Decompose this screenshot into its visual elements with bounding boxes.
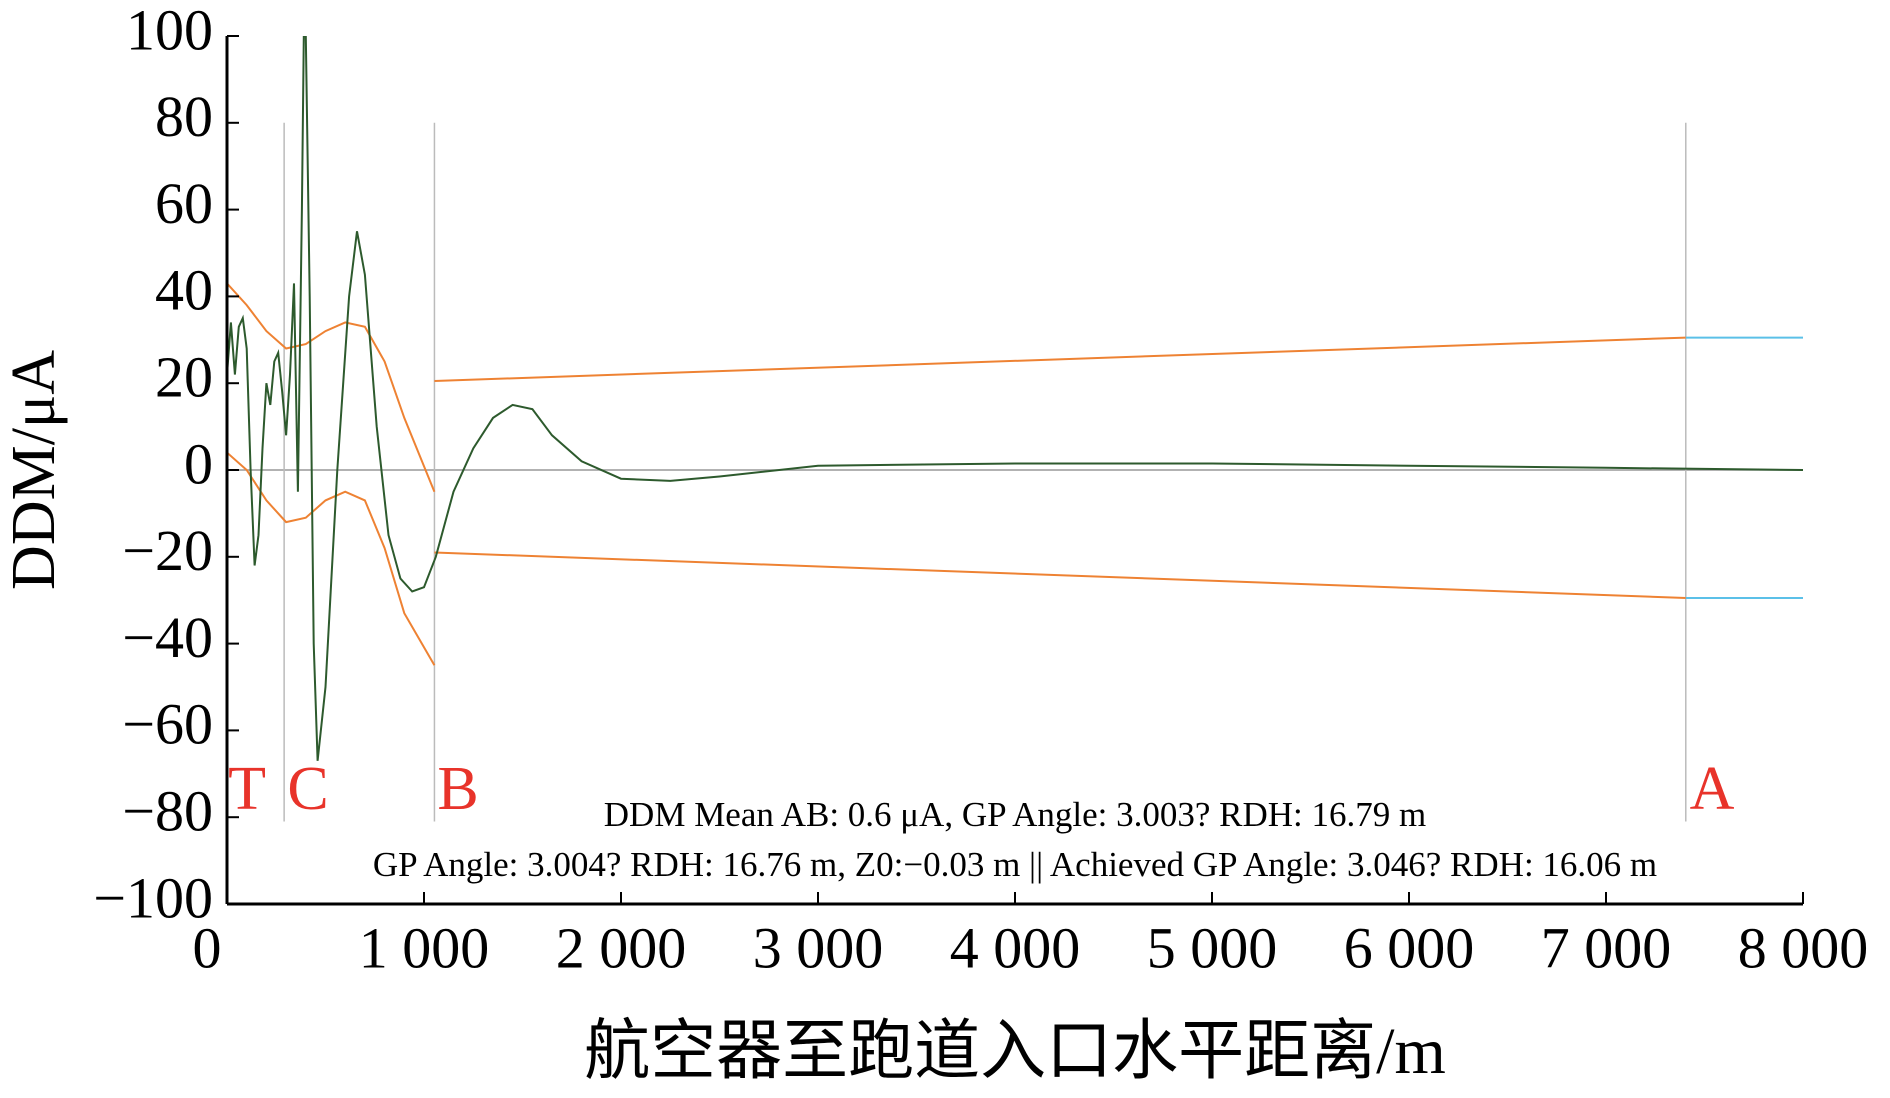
zone-label: A xyxy=(1690,755,1735,823)
x-tick-label: 8 000 xyxy=(1738,915,1869,980)
x-tick-label: 1 000 xyxy=(359,915,490,980)
y-tick-label: 80 xyxy=(155,84,213,149)
zone-label: B xyxy=(437,755,478,823)
zone-label: C xyxy=(287,755,328,823)
x-tick-label: 7 000 xyxy=(1541,915,1672,980)
zone-label: T xyxy=(228,755,266,823)
data-line xyxy=(434,336,1686,382)
y-axis-label: DDM/μA xyxy=(0,350,68,590)
y-tick-label: 40 xyxy=(155,258,213,323)
x-axis-label: 航空器至跑道入口水平距离/m xyxy=(584,1015,1446,1088)
x-tick-label: 6 000 xyxy=(1344,915,1475,980)
y-tick-label: −80 xyxy=(122,779,213,844)
x-tick-label: 4 000 xyxy=(950,915,1081,980)
plot-area xyxy=(227,36,1803,822)
x-tick-label: 2 000 xyxy=(556,915,687,980)
data-line xyxy=(434,551,1686,599)
annotation: GP Angle: 3.004? RDH: 16.76 m, Z0:−0.03 … xyxy=(373,845,1657,884)
y-tick-label: −40 xyxy=(122,605,213,670)
x-tick-label: 5 000 xyxy=(1147,915,1278,980)
data-line xyxy=(227,36,1803,761)
x-tick-label: 0 xyxy=(193,915,222,980)
y-tick-label: 100 xyxy=(126,0,213,62)
y-tick-label: 0 xyxy=(184,431,213,496)
data-line xyxy=(227,282,436,493)
x-tick-label: 3 000 xyxy=(753,915,884,980)
y-tick-label: −100 xyxy=(93,865,213,930)
annotation: DDM Mean AB: 0.6 μA, GP Angle: 3.003? RD… xyxy=(604,795,1426,834)
y-tick-label: 20 xyxy=(155,345,213,410)
y-tick-label: 60 xyxy=(155,171,213,236)
data-line xyxy=(227,451,436,666)
y-tick-label: −60 xyxy=(122,692,213,757)
y-tick-label: −20 xyxy=(122,518,213,583)
